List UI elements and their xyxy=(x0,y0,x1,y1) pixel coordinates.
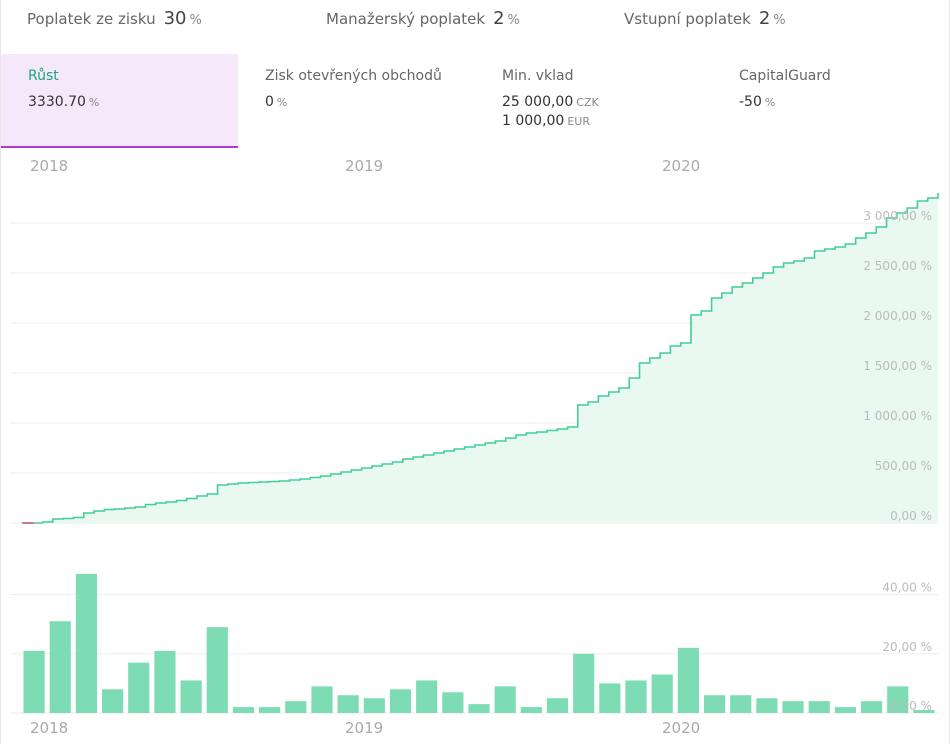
bar xyxy=(651,674,673,713)
tab-open-trades-profit[interactable]: Zisk otevřených obchodů 0% xyxy=(238,54,475,148)
tab-capitalguard-value: -50 xyxy=(739,94,762,110)
fee-profit-value: 30 xyxy=(163,8,187,29)
bar-chart-year-labels: 2018 2019 2020 xyxy=(30,719,700,737)
bar xyxy=(389,689,412,713)
bar-chart-bars xyxy=(23,573,935,713)
fee-entry-value: 2 xyxy=(758,8,771,29)
bar xyxy=(860,701,883,713)
line-y-tick-label: 1 000,00 % xyxy=(863,409,932,423)
tab-capitalguard-label: CapitalGuard xyxy=(739,68,831,84)
fee-profit-unit: % xyxy=(189,13,202,28)
bar xyxy=(808,701,830,713)
bar-year-label: 2020 xyxy=(662,719,700,737)
line-y-tick-label: 500,00 % xyxy=(875,459,932,473)
line-y-tick-label: 0,00 % xyxy=(890,509,932,523)
line-series-area xyxy=(22,193,938,523)
bar xyxy=(102,689,124,713)
bar xyxy=(49,621,71,713)
line-chart-series xyxy=(22,193,939,524)
fee-management-unit: % xyxy=(507,13,520,28)
tab-min-deposit-value-czk: 25 000,00 xyxy=(502,94,574,110)
bar xyxy=(494,686,516,713)
fee-entry: Vstupní poplatek 2% xyxy=(624,8,786,29)
line-y-tick-label: 2 500,00 % xyxy=(863,259,932,273)
tab-growth-label: Růst xyxy=(28,68,59,84)
bar xyxy=(154,650,176,713)
line-chart-grid xyxy=(10,222,938,524)
line-year-label: 2018 xyxy=(30,157,68,175)
line-y-tick-label: 1 500,00 % xyxy=(863,359,932,373)
fee-profit: Poplatek ze zisku 30% xyxy=(27,8,202,29)
bar-year-label: 2019 xyxy=(345,719,383,737)
bar xyxy=(442,692,464,713)
bar xyxy=(520,707,542,713)
bar xyxy=(703,695,726,713)
bar-y-tick-label: 40,00 % xyxy=(882,581,932,595)
bar-y-tick-label: 0,00 % xyxy=(890,699,932,713)
fee-management-value: 2 xyxy=(493,8,505,29)
bar-y-tick-label: 20,00 % xyxy=(882,640,932,654)
left-border xyxy=(0,0,1,744)
bar xyxy=(625,680,647,713)
tab-min-deposit-value-eur: 1 000,00 xyxy=(502,113,565,129)
tab-capitalguard-unit: % xyxy=(764,96,776,109)
line-series xyxy=(22,193,939,524)
tab-growth-unit: % xyxy=(88,96,100,109)
bar xyxy=(259,707,281,713)
bar xyxy=(337,695,359,713)
bar xyxy=(730,695,752,713)
fee-profit-label: Poplatek ze zisku xyxy=(27,10,156,28)
bar xyxy=(285,701,307,713)
fee-management: Manažerský poplatek 2% xyxy=(326,8,520,29)
tab-min-deposit-unit-eur: EUR xyxy=(567,115,590,128)
bar-chart-grid xyxy=(10,594,938,714)
line-y-tick-label: 2 000,00 % xyxy=(863,309,932,323)
bar-chart-y-labels: 0,00 % 20,00 % 40,00 % xyxy=(882,581,932,713)
bar xyxy=(311,686,333,713)
bar xyxy=(887,686,909,713)
tab-capitalguard[interactable]: CapitalGuard -50% xyxy=(712,54,949,148)
fee-entry-unit: % xyxy=(773,13,786,28)
line-y-tick-label: 3 000,00 % xyxy=(863,209,932,223)
bar xyxy=(23,650,45,713)
bar xyxy=(75,573,98,713)
bar xyxy=(468,704,490,713)
bar xyxy=(363,698,385,713)
fees-bar: Poplatek ze zisku 30% Manažerský poplatek… xyxy=(0,0,950,40)
bar xyxy=(599,683,621,713)
tab-open-trades-value: 0 xyxy=(265,94,274,110)
bar xyxy=(206,627,228,713)
tab-min-deposit-label: Min. vklad xyxy=(502,68,574,84)
bar xyxy=(128,662,150,713)
bar xyxy=(782,701,804,713)
tab-open-trades-label: Zisk otevřených obchodů xyxy=(265,68,442,84)
bar xyxy=(573,653,595,713)
bar xyxy=(180,680,202,713)
line-year-label: 2020 xyxy=(662,157,700,175)
tab-min-deposit[interactable]: Min. vklad 25 000,00 CZK 1 000,00 EUR xyxy=(475,54,712,148)
line-year-label: 2019 xyxy=(345,157,383,175)
bar xyxy=(677,647,699,713)
tab-open-trades-unit: % xyxy=(276,96,288,109)
line-chart-y-labels: 0,00 % 500,00 % 1 000,00 % 1 500,00 % 2 000,… xyxy=(863,209,932,523)
bar-year-label: 2018 xyxy=(30,719,68,737)
tab-growth-value: 3330.70 xyxy=(28,94,86,110)
tab-growth[interactable]: Růst 3330.70% xyxy=(1,54,238,148)
bar xyxy=(913,710,935,713)
bar xyxy=(756,698,778,713)
bar xyxy=(232,707,255,713)
fee-entry-label: Vstupní poplatek xyxy=(624,10,751,28)
bar xyxy=(546,698,569,713)
bar xyxy=(416,680,438,713)
bar xyxy=(834,707,856,713)
tab-min-deposit-unit-czk: CZK xyxy=(576,96,599,109)
fee-management-label: Manažerský poplatek xyxy=(326,10,486,28)
line-chart-year-labels: 2018 2019 2020 xyxy=(30,157,700,175)
